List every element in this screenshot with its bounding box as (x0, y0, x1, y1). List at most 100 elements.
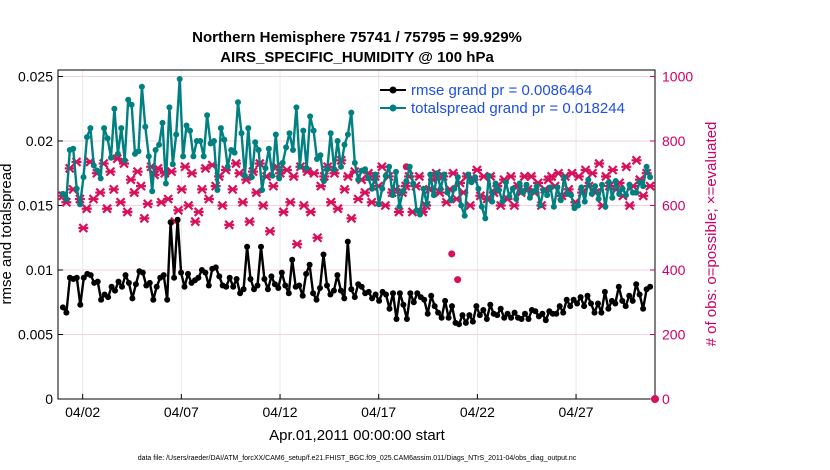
rmse-point (59, 304, 66, 311)
rmse-point (77, 301, 84, 308)
obs-evaluated-point (98, 158, 109, 169)
obs-evaluated-point (309, 168, 320, 178)
rmse-point (647, 283, 654, 290)
totalspread-point (454, 174, 461, 181)
rmse-point (296, 282, 303, 289)
totalspread-point (509, 185, 516, 192)
totalspread-point (554, 184, 561, 191)
rmse-point (553, 310, 560, 317)
totalspread-point (173, 131, 180, 138)
rmse-point (396, 290, 403, 297)
rmse-point (574, 300, 581, 307)
totalspread-point (290, 147, 296, 153)
obs-evaluated-point (621, 161, 632, 172)
rmse-point (532, 308, 539, 315)
totalspread-point (344, 131, 351, 138)
rmse-point (508, 314, 515, 321)
rmse-point (598, 309, 605, 316)
obs-evaluated-point (332, 203, 343, 214)
totalspread-point (423, 201, 430, 208)
totalspread-point (296, 163, 303, 170)
totalspread-point (417, 211, 423, 218)
obs-evaluated-point (607, 165, 618, 175)
totalspread-point (145, 153, 152, 160)
rmse-point (167, 219, 174, 226)
rmse-point (251, 286, 257, 293)
obs-evaluated-point (285, 197, 296, 208)
totalspread-point (472, 174, 478, 181)
totalspread-point (327, 130, 334, 137)
totalspread-point (125, 96, 132, 103)
rmse-point (442, 297, 449, 304)
totalspread-point (262, 165, 269, 172)
totalspread-point (609, 194, 616, 201)
rmse-point (351, 294, 358, 301)
rmse-point (487, 301, 494, 308)
totalspread-point (568, 192, 575, 199)
obs-evaluated-point (312, 232, 323, 243)
obs-evaluated-point (268, 181, 279, 191)
totalspread-point (592, 183, 599, 190)
rmse-point (497, 305, 504, 312)
obs-evaluated-point (366, 197, 377, 208)
obs-evaluated-point (292, 239, 303, 249)
totalspread-point (104, 135, 111, 142)
obs-evaluated-point (163, 194, 174, 204)
totalspread-point (300, 127, 307, 134)
totalspread-point (420, 185, 427, 192)
x-tick-label: 04/27 (559, 404, 594, 420)
series-layer (57, 76, 659, 403)
totalspread-point (386, 163, 393, 170)
y2-tick-label: 1000 (662, 68, 693, 84)
totalspread-point (365, 175, 372, 182)
obs-evaluated-point (105, 166, 116, 177)
rmse-point (306, 261, 313, 268)
rmse-point (254, 282, 261, 289)
rmse-point (348, 286, 355, 293)
obs-evaluated-point (190, 216, 201, 227)
rmse-point (171, 274, 178, 281)
rmse-point (216, 273, 223, 280)
obs-evaluated-point (173, 205, 184, 216)
totalspread-point (372, 171, 379, 178)
obs-evaluated-point (393, 207, 404, 217)
rmse-point (629, 297, 636, 304)
rmse-point (310, 290, 317, 297)
totalspread-point (561, 174, 568, 181)
totalspread-point (197, 138, 204, 144)
totalspread-point (430, 192, 437, 199)
obs-evaluated-point (132, 166, 143, 177)
totalspread-point (217, 125, 224, 132)
rmse-point (139, 269, 146, 276)
rmse-point (334, 272, 341, 279)
obs-evaluated-point (251, 187, 262, 198)
obs-evaluated-point (176, 184, 187, 195)
rmse-point (205, 282, 212, 289)
rmse-point (87, 272, 94, 279)
rmse-point (258, 243, 264, 250)
rmse-point (105, 294, 112, 301)
totalspread-point (406, 163, 413, 170)
totalspread-point (427, 171, 434, 178)
rmse-point (122, 272, 129, 279)
rmse-point (230, 283, 237, 290)
totalspread-point (544, 192, 551, 199)
obs-evaluated-point (359, 187, 370, 198)
y2-tick-label: 400 (662, 262, 686, 278)
legend: rmse grand pr = 0.0086464 totalspread gr… (380, 82, 625, 117)
totalspread-point (499, 198, 506, 205)
rmse-point (330, 287, 337, 294)
y-axis-right: 0 200 400 600 800 1000 (650, 68, 693, 407)
totalspread-point (492, 180, 499, 187)
totalspread-point (204, 112, 211, 119)
totalspread-point (362, 166, 369, 173)
obs-evaluated-point (624, 200, 635, 211)
y-tick-label: 0.01 (26, 262, 53, 278)
totalspread-point (647, 174, 654, 181)
rmse-point (212, 264, 219, 271)
obs-evaluated-outlier (454, 276, 462, 284)
totalspread-point (118, 125, 125, 132)
rmse-point (247, 276, 254, 282)
rmse-point (164, 296, 171, 303)
rmse-point (501, 314, 508, 321)
